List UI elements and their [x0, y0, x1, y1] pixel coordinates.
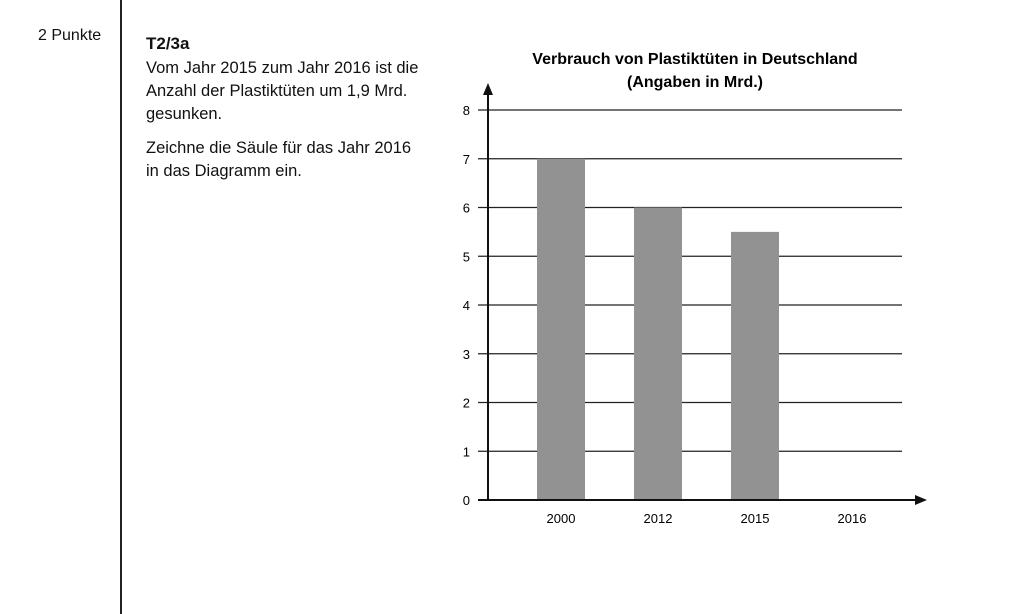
y-tick-label: 8: [463, 103, 470, 118]
x-tick-label: 2015: [741, 511, 770, 526]
y-tick-label: 0: [463, 493, 470, 508]
bar-2015: [731, 231, 779, 500]
x-tick-label: 2016: [838, 511, 867, 526]
x-tick-label: 2012: [644, 511, 673, 526]
y-tick-label: 3: [463, 347, 470, 362]
y-tick-label: 6: [463, 201, 470, 216]
y-tick-label: 1: [463, 444, 470, 459]
y-tick-label: 5: [463, 249, 470, 264]
y-tick-label: 2: [463, 396, 470, 411]
task-instruction: Zeichne die Säule für das Jahr 2016 in d…: [146, 139, 412, 180]
x-tick-label: 2000: [547, 511, 576, 526]
y-tick-label: 7: [463, 152, 470, 167]
y-axis-arrow-icon: [483, 83, 493, 95]
task-statement: Vom Jahr 2015 zum Jahr 2016 ist die Anza…: [146, 59, 419, 123]
y-tick-label: 4: [463, 298, 470, 313]
chart-subtitle: (Angaben in Mrd.): [627, 74, 763, 91]
x-axis-arrow-icon: [915, 495, 927, 505]
margin-divider: [120, 0, 122, 614]
bar-2000: [537, 158, 585, 500]
chart-title: Verbrauch von Plastiktüten in Deutschlan…: [532, 51, 857, 68]
task-block: T2/3a Vom Jahr 2015 zum Jahr 2016 ist di…: [146, 32, 426, 194]
points-label: 2 Punkte: [38, 27, 102, 44]
task-id: T2/3a: [146, 34, 190, 53]
bar-2012: [634, 207, 682, 500]
